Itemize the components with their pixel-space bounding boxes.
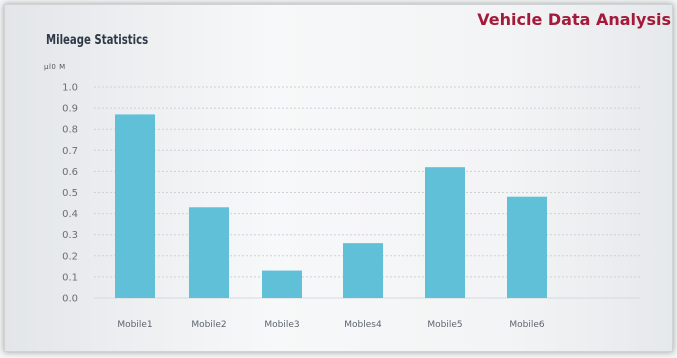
y-tick-label: 1.0 [62,83,78,94]
unit-label: µl0 M [44,63,66,71]
y-tick-label: 0.2 [62,251,78,262]
x-tick-label: Mobile3 [264,320,299,330]
bar-mobile1 [115,114,155,299]
brand-title: Vehicle Data Analysis [477,10,671,29]
y-tick-label: 0.8 [62,125,78,136]
y-tick-label: 0.4 [62,209,78,220]
bar-mobles4 [343,243,383,298]
x-tick-label: Mobles4 [344,320,382,330]
bar-mobile2 [189,207,229,298]
chart-title: Mileage Statistics [46,33,149,48]
y-tick-label: 0.6 [62,167,78,178]
bar-mobile5 [425,167,465,298]
y-tick-label: 0.0 [62,294,78,305]
y-tick-label: 0.3 [62,230,78,241]
y-tick-label: 0.9 [62,104,78,115]
y-tick-label: 0.7 [62,146,78,157]
x-tick-label: Mobile1 [117,320,152,330]
x-tick-label: Mobile6 [509,320,545,330]
x-tick-label: Mobile5 [427,320,462,330]
y-tick-label: 0.5 [62,188,78,199]
x-tick-label: Mobile2 [191,320,226,330]
y-tick-label: 0.1 [62,272,78,283]
bar-mobile6 [507,196,547,298]
bar-mobile3 [262,270,302,298]
